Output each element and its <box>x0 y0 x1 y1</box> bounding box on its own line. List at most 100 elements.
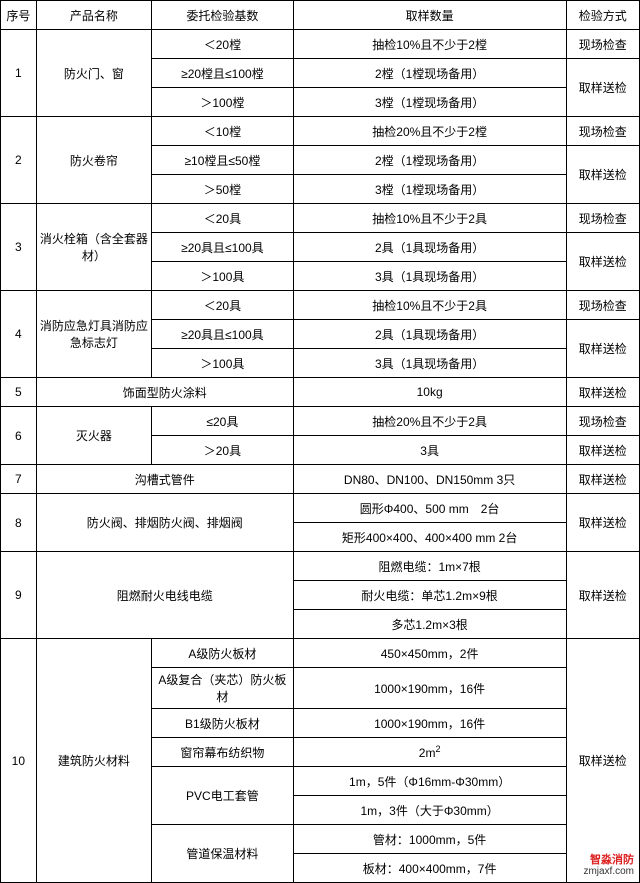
method: 取样送检 <box>566 552 639 639</box>
qty: 3樘（1樘现场备用） <box>293 88 566 117</box>
base: ＞20具 <box>152 436 294 465</box>
method: 取样送检 <box>566 639 639 883</box>
method: 取样送检 <box>566 436 639 465</box>
base: ≥20具且≤100具 <box>152 320 294 349</box>
seq: 7 <box>1 465 37 494</box>
qty: 2樘（1樘现场备用） <box>293 146 566 175</box>
qty: 板材：400×400mm，7件 <box>293 854 566 883</box>
qty: 1000×190mm，16件 <box>293 709 566 738</box>
qty: 抽检10%且不少于2樘 <box>293 30 566 59</box>
qty: 450×450mm，2件 <box>293 639 566 668</box>
base: A级防火板材 <box>152 639 294 668</box>
seq: 6 <box>1 407 37 465</box>
qty: 抽检20%且不少于2樘 <box>293 117 566 146</box>
qty: 3具（1具现场备用） <box>293 262 566 291</box>
base: ＞100樘 <box>152 88 294 117</box>
h-name: 产品名称 <box>36 1 151 30</box>
base: B1级防火板材 <box>152 709 294 738</box>
qty-pre: 2m <box>419 746 436 760</box>
qty: 多芯1.2m×3根 <box>293 610 566 639</box>
qty: 耐火电缆：单芯1.2m×9根 <box>293 581 566 610</box>
seq: 3 <box>1 204 37 291</box>
qty: 1m，5件（Φ16mm-Φ30mm） <box>293 767 566 796</box>
name: 防火阀、排烟防火阀、排烟阀 <box>36 494 293 552</box>
qty: 1m，3件（大于Φ30mm） <box>293 796 566 825</box>
name: 消防应急灯具消防应急标志灯 <box>36 291 151 378</box>
table-row: 4 消防应急灯具消防应急标志灯 ＜20具 抽检10%且不少于2具 现场检查 <box>1 291 640 320</box>
method: 现场检查 <box>566 30 639 59</box>
qty: 2m2 <box>293 738 566 767</box>
name: 阻燃耐火电线电缆 <box>36 552 293 639</box>
h-seq: 序号 <box>1 1 37 30</box>
seq: 1 <box>1 30 37 117</box>
qty: 矩形400×400、400×400 mm 2台 <box>293 523 566 552</box>
watermark-brand: 智淼消防 <box>583 854 634 866</box>
base: ＞50樘 <box>152 175 294 204</box>
table-row: 8 防火阀、排烟防火阀、排烟阀 圆形Φ400、500 mm 2台 取样送检 <box>1 494 640 523</box>
name: 灭火器 <box>36 407 151 465</box>
base: A级复合（夹芯）防火板材 <box>152 668 294 709</box>
seq: 4 <box>1 291 37 378</box>
qty: 1000×190mm，16件 <box>293 668 566 709</box>
qty: 圆形Φ400、500 mm 2台 <box>293 494 566 523</box>
h-qty: 取样数量 <box>293 1 566 30</box>
qty: 3具（1具现场备用） <box>293 349 566 378</box>
qty: 2具（1具现场备用） <box>293 320 566 349</box>
table-row: 2 防火卷帘 ＜10樘 抽检20%且不少于2樘 现场检查 <box>1 117 640 146</box>
name: 建筑防火材料 <box>36 639 151 883</box>
seq: 8 <box>1 494 37 552</box>
method: 取样送检 <box>566 233 639 291</box>
method: 取样送检 <box>566 146 639 204</box>
seq: 10 <box>1 639 37 883</box>
qty: 抽检10%且不少于2具 <box>293 204 566 233</box>
table-row: 5 饰面型防火涂料 10kg 取样送检 <box>1 378 640 407</box>
name: 饰面型防火涂料 <box>36 378 293 407</box>
seq: 2 <box>1 117 37 204</box>
table-row: 1 防火门、窗 ＜20樘 抽检10%且不少于2樘 现场检查 <box>1 30 640 59</box>
watermark-url: zmjaxf.com <box>583 866 634 877</box>
base: ≤20具 <box>152 407 294 436</box>
base: ＞100具 <box>152 349 294 378</box>
base: 管道保温材料 <box>152 825 294 883</box>
name: 沟槽式管件 <box>36 465 293 494</box>
qty: 3具 <box>293 436 566 465</box>
method: 现场检查 <box>566 407 639 436</box>
seq: 5 <box>1 378 37 407</box>
qty-sup: 2 <box>435 744 440 754</box>
base: ＜20具 <box>152 291 294 320</box>
qty: 3樘（1樘现场备用） <box>293 175 566 204</box>
table-row: 10 建筑防火材料 A级防火板材 450×450mm，2件 取样送检 <box>1 639 640 668</box>
watermark: 智淼消防 zmjaxf.com <box>583 854 634 877</box>
qty: 10kg <box>293 378 566 407</box>
method: 现场检查 <box>566 117 639 146</box>
name: 防火门、窗 <box>36 30 151 117</box>
base: 窗帘幕布纺织物 <box>152 738 294 767</box>
table-row: 6 灭火器 ≤20具 抽检20%且不少于2具 现场检查 <box>1 407 640 436</box>
base: PVC电工套管 <box>152 767 294 825</box>
qty: 2樘（1樘现场备用） <box>293 59 566 88</box>
h-base: 委托检验基数 <box>152 1 294 30</box>
method: 取样送检 <box>566 320 639 378</box>
method: 取样送检 <box>566 378 639 407</box>
h-method: 检验方式 <box>566 1 639 30</box>
method: 取样送检 <box>566 59 639 117</box>
table-row: 3 消火栓箱（含全套器材） ＜20具 抽检10%且不少于2具 现场检查 <box>1 204 640 233</box>
table-row: 9 阻燃耐火电线电缆 阻燃电缆：1m×7根 取样送检 <box>1 552 640 581</box>
qty: DN80、DN100、DN150mm 3只 <box>293 465 566 494</box>
base: ＜20具 <box>152 204 294 233</box>
method: 取样送检 <box>566 465 639 494</box>
qty: 抽检10%且不少于2具 <box>293 291 566 320</box>
qty: 抽检20%且不少于2具 <box>293 407 566 436</box>
base: ＜10樘 <box>152 117 294 146</box>
qty: 阻燃电缆：1m×7根 <box>293 552 566 581</box>
base: ≥20具且≤100具 <box>152 233 294 262</box>
base: ≥10樘且≤50樘 <box>152 146 294 175</box>
header-row: 序号 产品名称 委托检验基数 取样数量 检验方式 <box>1 1 640 30</box>
seq: 9 <box>1 552 37 639</box>
qty: 管材：1000mm，5件 <box>293 825 566 854</box>
name: 防火卷帘 <box>36 117 151 204</box>
base: ＜20樘 <box>152 30 294 59</box>
base: ≥20樘且≤100樘 <box>152 59 294 88</box>
method: 现场检查 <box>566 204 639 233</box>
method: 取样送检 <box>566 494 639 552</box>
